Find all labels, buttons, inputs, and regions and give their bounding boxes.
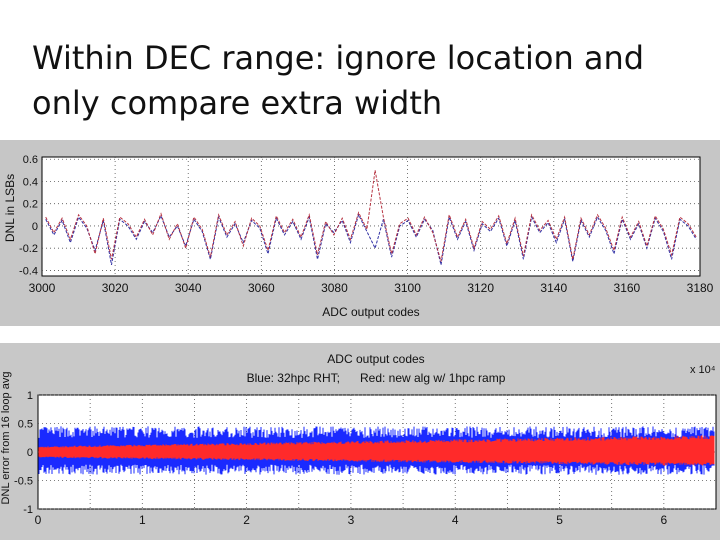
chart2-y-tick-label: 0 — [27, 447, 33, 459]
dnl-error-chart: ADC output codes Blue: 32hpc RHT; Red: n… — [0, 352, 717, 527]
chart1-xlabel: ADC output codes — [322, 305, 419, 319]
chart1-y-tick-label: 0 — [32, 221, 38, 233]
chart1-y-tick-label: -0.4 — [19, 265, 38, 277]
chart2-x-tick-label: 1 — [139, 513, 146, 527]
chart2-series-red-band — [38, 435, 715, 466]
dnl-error-chart-panel: ADC output codes Blue: 32hpc RHT; Red: n… — [0, 343, 720, 540]
dnl-chart: DNL in LSBs ADC output codes 3000 3020 304… — [3, 154, 714, 319]
chart1-plot-area — [41, 156, 701, 277]
chart1-series-line-1 — [45, 170, 697, 262]
slide-title-line2: only compare extra width — [32, 84, 443, 122]
chart1-x-tick-label: 3120 — [467, 281, 494, 295]
chart2-ylabel: DNL error from 16 loop avg — [0, 372, 12, 505]
chart2-x-tick-label: 5 — [556, 513, 563, 527]
chart1-x-tick-label: 3160 — [614, 281, 641, 295]
chart1-y-tick-label: 0.6 — [23, 154, 38, 166]
chart1-x-tick-label: 3140 — [540, 281, 567, 295]
chart1-x-tick-label: 3100 — [394, 281, 421, 295]
chart2-x-tick-label: 2 — [243, 513, 250, 527]
slide-title: Within DEC range: ignore location and on… — [32, 36, 702, 126]
chart1-x-tick-label: 3180 — [687, 281, 714, 295]
chart1-x-tick-label: 3020 — [102, 281, 129, 295]
slide-title-line1: Within DEC range: ignore location and — [32, 39, 645, 77]
chart2-subtitle: Blue: 32hpc RHT; Red: new alg w/ 1hpc ra… — [247, 371, 506, 385]
chart2-x-tick-label: 0 — [35, 513, 42, 527]
dnl-chart-panel: DNL in LSBs ADC output codes 3000 3020 304… — [0, 140, 720, 326]
chart1-y-tick-label: -0.2 — [19, 243, 38, 255]
chart1-x-tick-label: 3080 — [321, 281, 348, 295]
chart2-x-tick-label: 3 — [348, 513, 355, 527]
chart1-x-tick-label: 3000 — [29, 281, 56, 295]
chart2-y-tick-label: 0.5 — [18, 419, 33, 431]
chart2-y-tick-label: -1 — [23, 504, 33, 516]
chart1-y-tick-label: 0.2 — [23, 199, 38, 211]
chart1-ylabel: DNL in LSBs — [3, 174, 17, 242]
chart1-x-tick-label: 3060 — [248, 281, 275, 295]
chart2-y-tick-label: -0.5 — [14, 476, 33, 488]
chart2-x-tick-label: 6 — [661, 513, 668, 527]
chart1-y-tick-label: 0.4 — [23, 176, 38, 188]
chart1-series-line-0 — [45, 213, 697, 266]
chart2-title: ADC output codes — [327, 352, 424, 366]
chart2-y-tick-label: 1 — [27, 390, 33, 402]
chart1-x-tick-label: 3040 — [175, 281, 202, 295]
chart2-x-multiplier: x 10⁴ — [690, 364, 716, 376]
chart2-x-tick-label: 4 — [452, 513, 459, 527]
